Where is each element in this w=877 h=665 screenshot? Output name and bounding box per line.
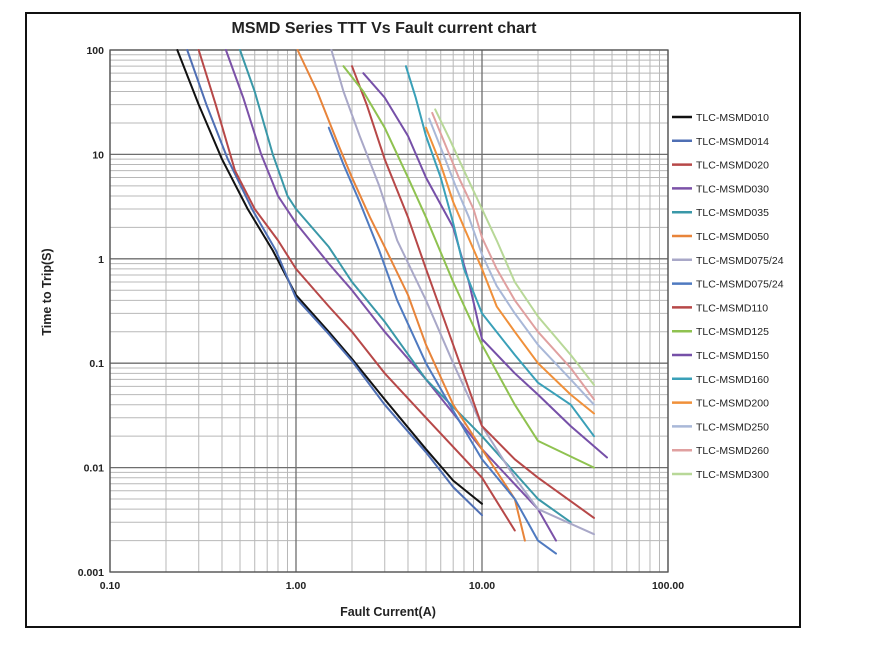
legend-entry: TLC-MSMD260: [696, 445, 769, 457]
legend-entry: TLC-MSMD300: [696, 469, 769, 481]
series-line-10: [342, 65, 595, 469]
y-tick-label: 100: [86, 45, 104, 57]
series-line-2: [186, 49, 483, 517]
series-line-4: [224, 49, 557, 542]
legend-entry: TLC-MSMD020: [696, 160, 769, 172]
series-line-1: [176, 49, 483, 505]
legend-entry: TLC-MSMD075/24: [696, 279, 784, 291]
chart-frame: [25, 12, 801, 628]
series-layer: [176, 49, 608, 555]
series-line-3: [197, 49, 516, 532]
y-axis-label: Time to Trip(S): [40, 248, 54, 335]
series-line-5: [239, 49, 572, 524]
x-tick-label: 1.00: [286, 580, 307, 592]
legend-entry: TLC-MSMD150: [696, 350, 769, 362]
y-tick-label: 10: [92, 149, 104, 161]
x-tick-label: 100.00: [652, 580, 684, 592]
legend-entry: TLC-MSMD014: [696, 136, 769, 148]
series-line-15: [431, 111, 595, 401]
series-line-9: [351, 65, 595, 519]
series-line-13: [425, 126, 595, 415]
y-tick-label: 0.001: [78, 567, 104, 579]
legend-entry: TLC-MSMD250: [696, 421, 769, 433]
y-tick-label: 0.1: [89, 358, 104, 370]
series-line-14: [428, 117, 595, 406]
legend-entry: TLC-MSMD110: [696, 302, 768, 314]
chart-title: MSMD Series TTT Vs Fault current chart: [232, 20, 538, 37]
series-line-7: [330, 49, 595, 536]
x-tick-label: 10.00: [469, 580, 495, 592]
plot-area-border: [109, 49, 669, 573]
legend-entry: TLC-MSMD200: [696, 398, 769, 410]
legend-entry: TLC-MSMD160: [696, 374, 769, 386]
series-line-8: [327, 126, 557, 555]
legend-entry: TLC-MSMD075/24: [696, 255, 784, 267]
series-line-6: [296, 49, 526, 542]
legend-entry: TLC-MSMD010: [696, 112, 769, 124]
legend-entry: TLC-MSMD125: [696, 326, 769, 338]
legend-entry: TLC-MSMD035: [696, 207, 769, 219]
legend-entry: TLC-MSMD050: [696, 231, 769, 243]
axis-ticks: 0.10 1.00 10.00 100.00 0.001 0.01 0.1 1 10 100: [78, 45, 684, 592]
y-tick-label: 0.01: [84, 463, 105, 475]
x-tick-label: 0.10: [100, 580, 121, 592]
legend: TLC-MSMD010 TLC-MSMD014 TLC-MSMD020 TLC-MSM…: [672, 112, 784, 481]
plot-grid: [109, 49, 669, 573]
legend-entry: TLC-MSMD030: [696, 183, 769, 195]
series-line-16: [434, 108, 595, 386]
series-line-12: [404, 65, 595, 438]
x-axis-label: Fault Current(A): [340, 605, 436, 619]
y-tick-label: 1: [98, 254, 104, 266]
